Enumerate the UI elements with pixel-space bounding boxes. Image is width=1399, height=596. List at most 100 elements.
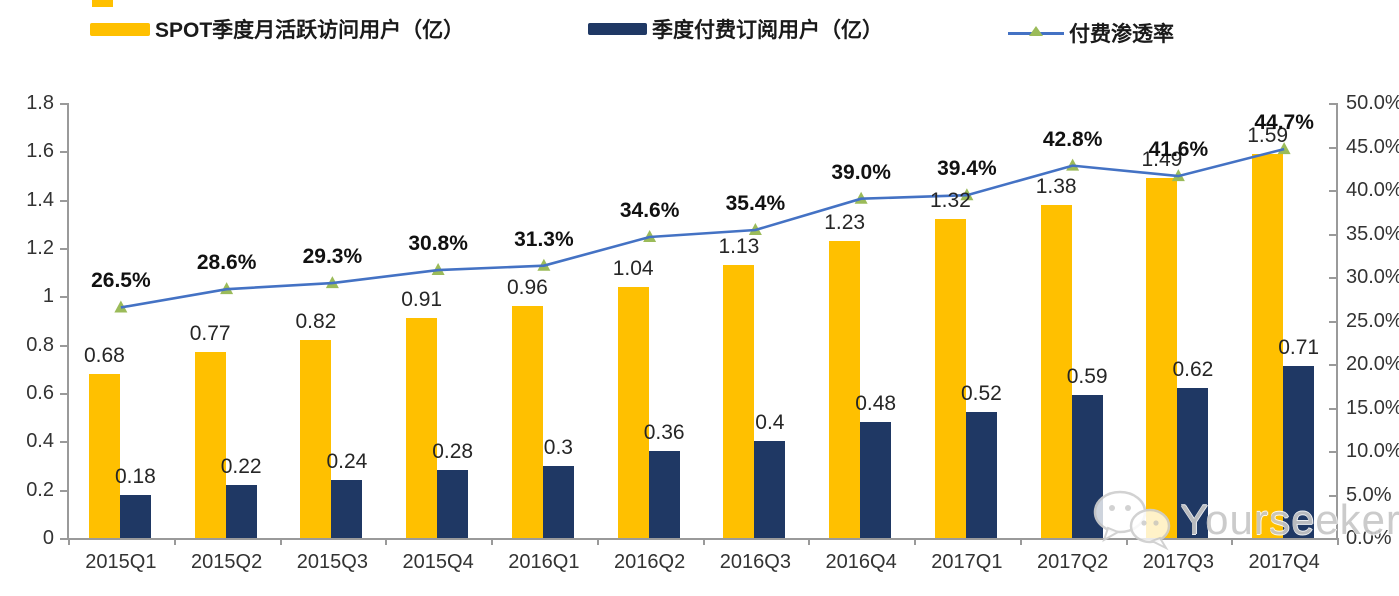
x-axis-tick [173,538,176,545]
y-axis-right-tick [1329,364,1337,366]
mau-bar [934,219,966,538]
mau-bar-label: 1.49 [1141,147,1183,171]
y-axis-right-label: 35.0% [1346,222,1399,245]
penetration-point-label: 39.4% [937,157,997,181]
paid-bar-label: 0.24 [326,450,368,473]
y-axis-left-label: 1.6 [26,140,54,163]
legend-item-mau: SPOT季度月活跃访问用户（亿） [90,14,464,44]
legend-item-penetration: 付费渗透率 [1008,18,1174,48]
paid-bar [965,412,997,538]
x-axis-label: 2016Q1 [508,551,580,573]
paid-bar-label: 0.52 [960,382,1002,406]
mau-bar-label: 0.68 [83,343,125,367]
mau-legend-swatch [90,22,150,36]
y-axis-right-tick [1329,320,1337,323]
x-axis-tick [1337,538,1339,545]
y-axis-right-tick [1329,146,1337,149]
y-axis-left-tick [60,248,68,250]
x-axis-label: 2016Q2 [614,551,686,573]
penetration-point-label: 29.3% [302,245,363,269]
mau-bar [194,351,226,538]
x-axis-tick [1019,538,1022,545]
x-axis-label: 2017Q4 [1248,551,1320,573]
y-axis-right-label: 50.0% [1346,92,1399,114]
mau-bar-label: 1.04 [612,256,654,280]
paid-bar [331,480,363,538]
y-axis-left-tick [60,103,68,105]
cropped-artifact [92,0,113,7]
x-axis-tick [1125,538,1128,545]
penetration-point-label: 35.4% [725,192,786,216]
paid-bar [225,484,257,538]
wechat-icon [1093,490,1171,551]
y-axis-right-label: 0.0% [1346,527,1392,549]
x-axis-label: 2017Q2 [1037,551,1109,573]
y-axis-right [1336,103,1338,540]
penetration-polyline [120,147,1285,309]
y-axis-left-tick [60,441,68,444]
x-axis-label: 2015Q2 [191,551,263,573]
paid-bar [1177,388,1209,538]
watermark: Yourseeker [1090,488,1399,552]
mau-bar [406,318,438,538]
paid-bar-label: 0.3 [543,435,573,459]
penetration-point-label: 30.8% [408,232,468,256]
y-axis-right-tick [1329,190,1337,192]
y-axis-right-label: 45.0% [1346,135,1399,158]
x-axis-tick [279,538,282,545]
y-axis-right-label: 10.0% [1346,440,1399,462]
y-axis-right-tick [1329,538,1337,540]
y-axis-left-label: 1.4 [26,188,54,211]
penetration-point-label: 39.0% [831,160,891,184]
y-axis-right-tick [1329,407,1337,410]
y-axis-right-label: 40.0% [1346,179,1399,201]
y-axis-left-label: 0.8 [26,333,54,356]
mau-bar [1040,204,1072,538]
x-axis-tick [491,538,493,545]
y-axis-left-label: 0.2 [26,478,54,501]
y-axis-left [67,103,69,540]
penetration-point-label: 41.6% [1148,138,1209,162]
x-axis-tick [1231,538,1234,545]
paid-bar [754,441,786,538]
x-axis-tick [596,538,599,545]
y-axis-left-tick [60,489,68,492]
paid-bar [542,465,574,538]
y-axis-left-label: 1.2 [26,237,54,259]
mau-bar-label: 0.77 [189,321,231,345]
y-axis-right-tick [1329,103,1337,105]
paid-bar-label: 0.36 [643,421,685,444]
y-axis-right-tick [1329,277,1337,279]
y-axis-left-label: 0.4 [26,430,54,453]
mau-bar-label: 0.96 [506,276,548,299]
mau-legend-label: SPOT季度月活跃访问用户（亿） [155,19,465,42]
y-axis-left-label: 1.8 [26,92,54,114]
penetration-point-label: 34.6% [619,198,680,222]
y-axis-left-tick [60,296,68,299]
penetration-point-label: 26.5% [91,269,151,293]
y-axis-left-tick [60,538,68,540]
y-axis-right-label: 30.0% [1346,266,1399,288]
y-axis-left-tick [60,199,68,202]
paid-bar-label: 0.71 [1278,336,1320,360]
legend-item-paid: 季度付费订阅用户（亿） [588,14,883,44]
mau-bar-label: 1.32 [929,189,971,212]
y-axis-left-label: 0 [42,527,54,549]
mau-bar-label: 1.23 [824,210,866,234]
paid-bar [1283,366,1315,538]
x-axis-tick [914,538,916,545]
paid-bar-label: 0.48 [855,392,897,415]
penetration-point-label: 44.7% [1254,111,1314,135]
penetration-point-label: 31.3% [514,227,574,251]
paid-legend-label: 季度付费订阅用户（亿） [652,19,883,42]
paid-bar-label: 0.62 [1172,358,1214,382]
paid-bar-label: 0.18 [114,464,156,488]
x-axis-label: 2015Q1 [85,551,157,573]
mau-bar-label: 0.82 [295,309,337,333]
y-axis-right-tick [1329,451,1337,453]
paid-bar [648,451,680,538]
paid-bar-label: 0.4 [755,411,785,435]
x-axis-tick [385,538,388,545]
y-axis-right-label: 15.0% [1346,396,1399,419]
mau-bar-label: 1.59 [1247,123,1289,147]
